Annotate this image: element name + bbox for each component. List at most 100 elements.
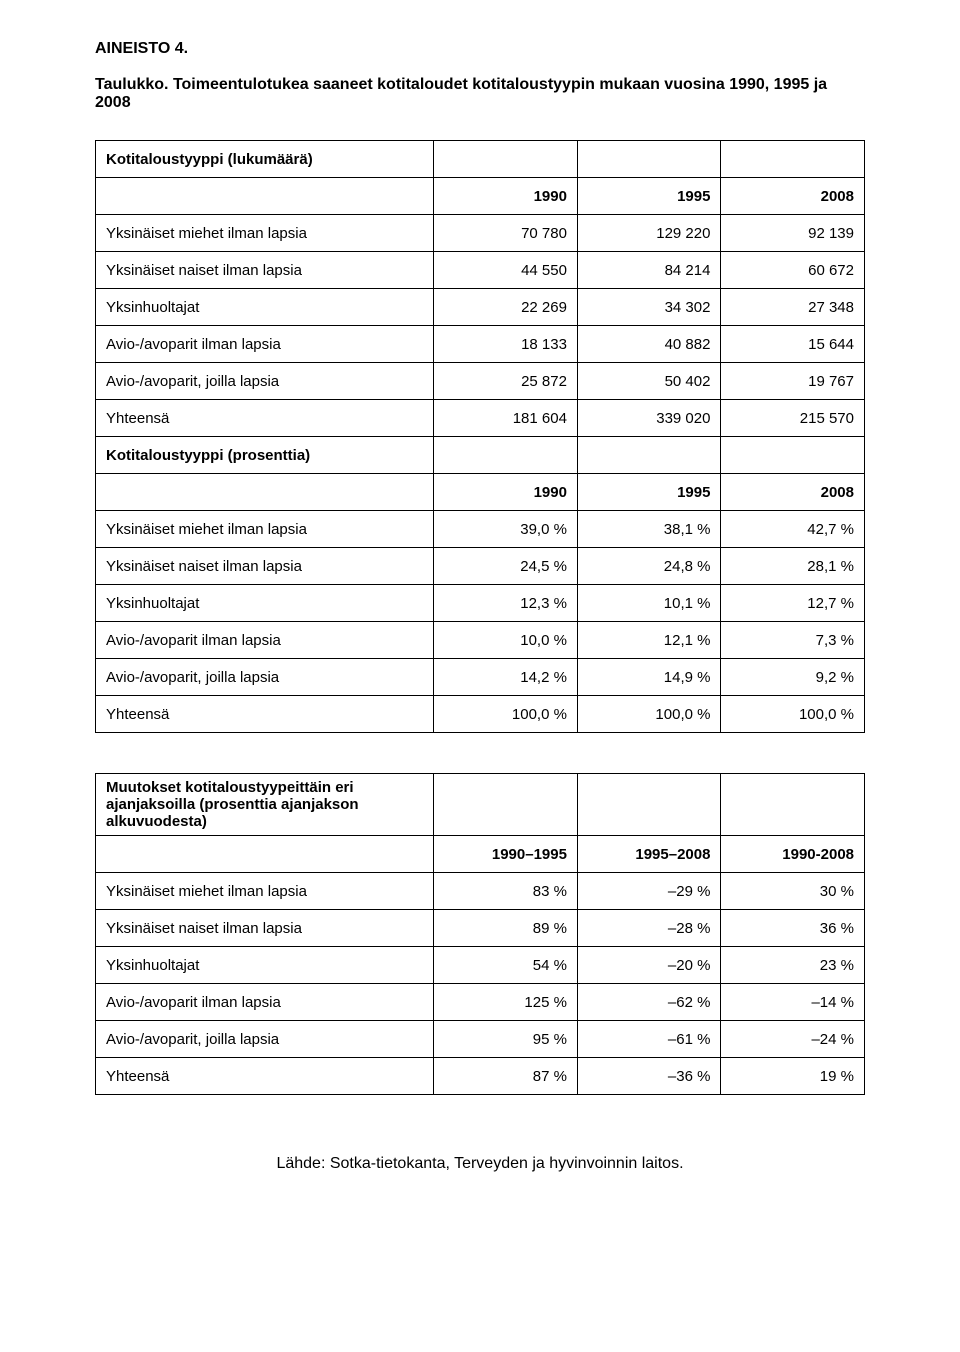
cell: 28,1 % (721, 548, 865, 585)
cell: 23 % (721, 947, 865, 984)
cell: 14,2 % (434, 659, 578, 696)
row-label: Yksinhuoltajat (96, 585, 434, 622)
row-label: Yksinäiset naiset ilman lapsia (96, 252, 434, 289)
main-heading: AINEISTO 4. (95, 40, 865, 58)
empty-cell (96, 178, 434, 215)
cell: 24,8 % (577, 548, 721, 585)
table-row: Avio-/avoparit, joilla lapsia 25 872 50 … (96, 363, 865, 400)
table-row: Yksinhuoltajat 54 % –20 % 23 % (96, 947, 865, 984)
cell: 125 % (434, 984, 578, 1021)
cell: –61 % (577, 1021, 721, 1058)
row-label: Avio-/avoparit, joilla lapsia (96, 659, 434, 696)
empty-cell (434, 774, 578, 836)
row-label: Yksinäiset naiset ilman lapsia (96, 910, 434, 947)
row-label: Avio-/avoparit, joilla lapsia (96, 1021, 434, 1058)
row-label: Yhteensä (96, 696, 434, 733)
cell: 89 % (434, 910, 578, 947)
cell: 54 % (434, 947, 578, 984)
table-row: 1990–1995 1995–2008 1990-2008 (96, 836, 865, 873)
section-header: Kotitaloustyyppi (prosenttia) (96, 437, 434, 474)
row-label: Yksinhuoltajat (96, 947, 434, 984)
table-row: Yksinäiset miehet ilman lapsia 39,0 % 38… (96, 511, 865, 548)
table-row: Yksinäiset naiset ilman lapsia 24,5 % 24… (96, 548, 865, 585)
table-row: Yksinhuoltajat 12,3 % 10,1 % 12,7 % (96, 585, 865, 622)
cell: 95 % (434, 1021, 578, 1058)
row-label: Avio-/avoparit ilman lapsia (96, 984, 434, 1021)
table-row: Avio-/avoparit ilman lapsia 18 133 40 88… (96, 326, 865, 363)
cell: 22 269 (434, 289, 578, 326)
row-label: Yksinäiset miehet ilman lapsia (96, 873, 434, 910)
col-header: 1990 (434, 474, 578, 511)
cell: 34 302 (577, 289, 721, 326)
table-row: Yksinäiset miehet ilman lapsia 70 780 12… (96, 215, 865, 252)
cell: 100,0 % (434, 696, 578, 733)
empty-cell (577, 437, 721, 474)
row-label: Avio-/avoparit ilman lapsia (96, 326, 434, 363)
section-header: Kotitaloustyyppi (lukumäärä) (96, 141, 434, 178)
table-row: Avio-/avoparit ilman lapsia 125 % –62 % … (96, 984, 865, 1021)
col-header: 1995–2008 (577, 836, 721, 873)
table-row: Yhteensä 87 % –36 % 19 % (96, 1058, 865, 1095)
cell: 84 214 (577, 252, 721, 289)
empty-cell (434, 141, 578, 178)
empty-cell (721, 774, 865, 836)
table-row: 1990 1995 2008 (96, 474, 865, 511)
cell: 10,1 % (577, 585, 721, 622)
row-label: Yksinäiset miehet ilman lapsia (96, 215, 434, 252)
cell: 44 550 (434, 252, 578, 289)
col-header: 1990–1995 (434, 836, 578, 873)
table-caption: Taulukko. Toimeentulotukea saaneet kotit… (95, 76, 865, 112)
table-row: Yhteensä 100,0 % 100,0 % 100,0 % (96, 696, 865, 733)
cell: 100,0 % (577, 696, 721, 733)
source-line: Lähde: Sotka-tietokanta, Terveyden ja hy… (95, 1155, 865, 1173)
empty-cell (96, 836, 434, 873)
cell: 83 % (434, 873, 578, 910)
empty-cell (721, 437, 865, 474)
table-row: Kotitaloustyyppi (lukumäärä) (96, 141, 865, 178)
table-1: Kotitaloustyyppi (lukumäärä) 1990 1995 2… (95, 140, 865, 733)
row-label: Avio-/avoparit ilman lapsia (96, 622, 434, 659)
cell: 9,2 % (721, 659, 865, 696)
empty-cell (434, 437, 578, 474)
cell: 15 644 (721, 326, 865, 363)
cell: 38,1 % (577, 511, 721, 548)
cell: –29 % (577, 873, 721, 910)
cell: 12,7 % (721, 585, 865, 622)
cell: 12,3 % (434, 585, 578, 622)
cell: 14,9 % (577, 659, 721, 696)
cell: 129 220 (577, 215, 721, 252)
cell: 19 % (721, 1058, 865, 1095)
col-header: 1995 (577, 178, 721, 215)
cell: 10,0 % (434, 622, 578, 659)
col-header: 2008 (721, 474, 865, 511)
row-label: Yksinhuoltajat (96, 289, 434, 326)
table-row: Yksinäiset miehet ilman lapsia 83 % –29 … (96, 873, 865, 910)
table-row: Yhteensä 181 604 339 020 215 570 (96, 400, 865, 437)
cell: 39,0 % (434, 511, 578, 548)
table-row: Avio-/avoparit ilman lapsia 10,0 % 12,1 … (96, 622, 865, 659)
table-row: Yksinäiset naiset ilman lapsia 89 % –28 … (96, 910, 865, 947)
table-row: Yksinäiset naiset ilman lapsia 44 550 84… (96, 252, 865, 289)
cell: 36 % (721, 910, 865, 947)
row-label: Yksinäiset miehet ilman lapsia (96, 511, 434, 548)
cell: –14 % (721, 984, 865, 1021)
col-header: 1990-2008 (721, 836, 865, 873)
cell: 50 402 (577, 363, 721, 400)
cell: 27 348 (721, 289, 865, 326)
cell: 25 872 (434, 363, 578, 400)
empty-cell (96, 474, 434, 511)
cell: 60 672 (721, 252, 865, 289)
cell: –24 % (721, 1021, 865, 1058)
table-row: 1990 1995 2008 (96, 178, 865, 215)
cell: 7,3 % (721, 622, 865, 659)
table-row: Muutokset kotitaloustyypeittäin eri ajan… (96, 774, 865, 836)
cell: 19 767 (721, 363, 865, 400)
cell: 100,0 % (721, 696, 865, 733)
table-row: Avio-/avoparit, joilla lapsia 95 % –61 %… (96, 1021, 865, 1058)
cell: –28 % (577, 910, 721, 947)
empty-cell (577, 141, 721, 178)
cell: 24,5 % (434, 548, 578, 585)
cell: 30 % (721, 873, 865, 910)
document-page: AINEISTO 4. Taulukko. Toimeentulotukea s… (0, 0, 960, 1352)
cell: 87 % (434, 1058, 578, 1095)
